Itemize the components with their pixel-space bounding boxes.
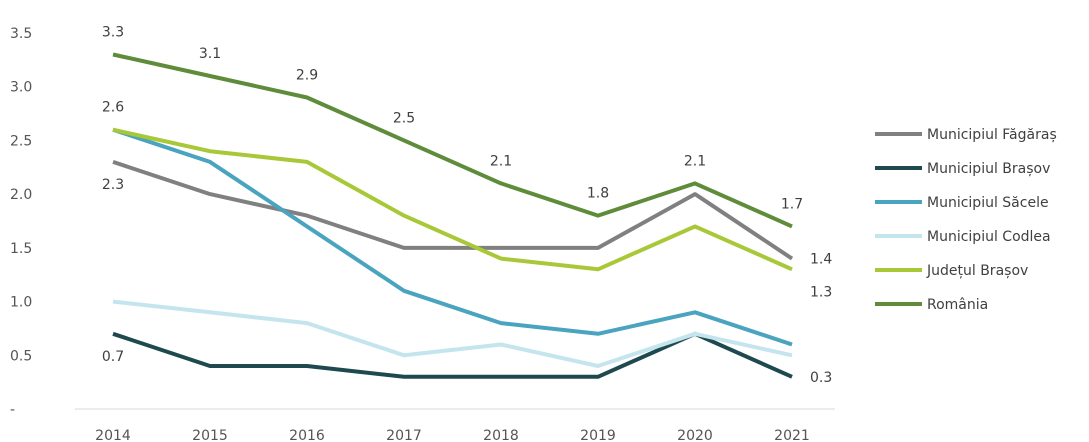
x-tick-label: 2020 <box>677 428 713 442</box>
x-tick-label: 2021 <box>774 428 810 442</box>
y-tick-label: 0.5 <box>10 348 32 364</box>
y-tick-label: 1.5 <box>10 241 32 257</box>
data-label: 0.7 <box>102 349 124 365</box>
y-tick-label: 2.5 <box>10 133 32 149</box>
series-line-3 <box>112 299 793 368</box>
data-label: 2.5 <box>393 110 415 126</box>
series-line-2 <box>112 127 793 347</box>
legend-label: Municipiul Brașov <box>927 161 1050 177</box>
legend-label: Județul Brașov <box>926 263 1028 279</box>
data-label: 1.3 <box>810 284 832 300</box>
legend-item: Municipiul Săcele <box>875 195 1049 211</box>
x-tick-label: 2018 <box>483 428 519 442</box>
legend-item: Municipiul Făgăraș <box>875 127 1057 143</box>
data-label: 2.3 <box>102 177 124 193</box>
x-tick-label: 2019 <box>580 428 616 442</box>
legend-label: Municipiul Săcele <box>927 195 1049 211</box>
x-tick-label: 2014 <box>95 428 131 442</box>
data-label: 2.1 <box>490 153 512 169</box>
data-label: 3.3 <box>102 24 124 40</box>
series-line-5 <box>112 52 793 229</box>
legend: Municipiul Făgăraș Municipiul Brașov Munic… <box>875 127 1057 313</box>
x-tick-label: 2015 <box>192 428 228 442</box>
legend-item: Județul Brașov <box>875 263 1028 279</box>
series-line-0 <box>112 160 794 261</box>
data-label: 2.9 <box>296 67 318 83</box>
series-lines <box>112 52 794 379</box>
data-labels: 3.3 3.1 2.9 2.5 2.1 1.8 2.1 1.7 2.6 2.3 0.7 1.4 1.3 0… <box>102 24 832 385</box>
legend-label: România <box>927 297 988 313</box>
legend-item: Municipiul Brașov <box>875 161 1050 177</box>
data-label: 0.3 <box>810 370 832 386</box>
data-label: 2.1 <box>684 153 706 169</box>
x-tick-label: 2016 <box>289 428 325 442</box>
y-tick-label: 2.0 <box>10 187 32 203</box>
data-label: 3.1 <box>199 46 221 62</box>
data-label: 1.7 <box>781 196 803 212</box>
data-label: 2.6 <box>102 100 124 116</box>
legend-label: Municipiul Făgăraș <box>927 127 1057 143</box>
y-tick-label: 3.0 <box>10 80 32 96</box>
y-axis: - 0.5 1.0 1.5 2.0 2.5 3.0 3.5 <box>10 26 32 418</box>
y-tick-label: - <box>10 402 15 418</box>
data-label: 1.4 <box>810 252 832 268</box>
legend-label: Municipiul Codlea <box>927 229 1051 245</box>
series-line-1 <box>112 331 793 379</box>
x-tick-label: 2017 <box>386 428 422 442</box>
x-axis: 2014 2015 2016 2017 2018 2019 2020 2021 <box>95 428 810 442</box>
series-line-4 <box>112 127 793 272</box>
legend-item: Municipiul Codlea <box>875 229 1051 245</box>
y-tick-label: 3.5 <box>10 26 32 42</box>
y-tick-label: 1.0 <box>10 295 32 311</box>
legend-item: România <box>875 297 988 313</box>
data-label: 1.8 <box>587 186 609 202</box>
